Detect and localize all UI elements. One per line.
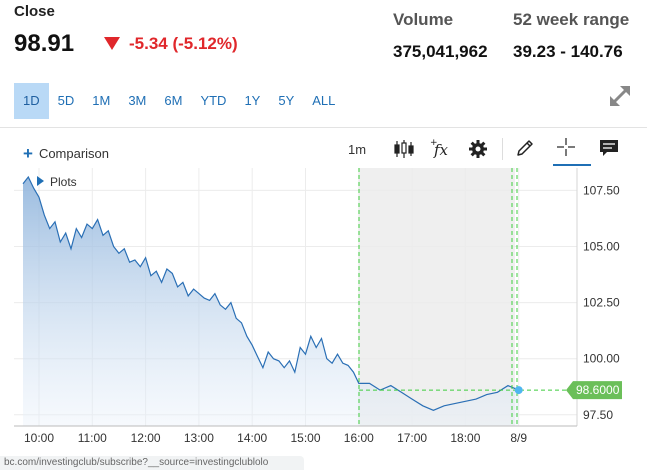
x-tick-label: 17:00 [397,431,427,445]
comparison-label: Comparison [38,146,110,161]
range-selector: 1D 5D 1M 3M 6M YTD 1Y 5Y ALL [14,83,344,119]
gear-icon[interactable] [467,138,489,160]
range-ytd[interactable]: YTD [200,93,227,108]
range-1m[interactable]: 1M [92,93,111,108]
range-6m[interactable]: 6M [164,93,183,108]
down-arrow-icon [104,37,120,50]
x-tick-label: 18:00 [450,431,480,445]
x-tick-label: 11:00 [78,431,107,445]
x-tick-label: 16:00 [344,431,374,445]
comment-icon[interactable] [598,137,620,159]
last-price: 98.91 [14,30,75,57]
volume-value: 375,041,962 [393,42,488,61]
x-tick-label: 8/9 [510,431,527,445]
divider [0,127,647,128]
range-value: 39.23 - 140.76 [513,42,623,61]
status-url: bc.com/investingclub/subscribe?__source=… [0,456,304,470]
y-tick-label: 105.00 [583,240,620,254]
plus-icon: + [23,144,33,163]
svg-text:fx: fx [433,141,449,158]
pencil-icon[interactable] [514,137,536,159]
y-axis-labels: 107.50 105.00 102.50 100.00 97.50 [583,183,620,421]
range-3m[interactable]: 3M [128,93,147,108]
range-5y[interactable]: 5Y [278,93,295,108]
y-tick-label: 100.00 [583,352,620,366]
x-axis-labels: 10:00 11:00 12:00 13:00 14:00 15:00 16:00 17:00… [24,431,527,445]
x-tick-label: 13:00 [184,431,214,445]
range-all[interactable]: ALL [312,93,336,108]
last-price-tag: 98.6000 [566,381,622,400]
y-tick-label: 102.50 [583,296,620,310]
plots-toggle[interactable]: Plots [37,175,77,189]
x-tick-label: 10:00 [24,431,54,445]
price-area [23,177,519,426]
last-price-dot [514,386,523,395]
y-tick-label: 107.50 [583,183,620,197]
y-tick-label: 97.50 [583,408,613,422]
x-tick-label: 14:00 [237,431,267,445]
close-label: Close [14,3,55,20]
comparison-button[interactable]: + Comparison [23,144,109,164]
expand-icon[interactable] [606,82,634,110]
after-hours-region [359,168,515,426]
crosshair-icon[interactable] [555,136,577,158]
x-tick-label: 12:00 [131,431,161,445]
plots-label: Plots [50,175,77,189]
volume-label: Volume [393,10,454,29]
range-label: 52 week range [513,10,630,29]
expand-triangle-icon [37,176,44,186]
range-1d[interactable]: 1D [14,83,49,119]
function-icon[interactable]: + fx [428,136,450,158]
last-price-tag-label: 98.6000 [576,383,620,397]
range-5d[interactable]: 5D [57,93,75,108]
range-1y[interactable]: 1Y [244,93,261,108]
toolbar-divider [502,138,503,160]
candlestick-icon[interactable] [393,138,415,160]
svg-text:+: + [430,138,438,148]
x-tick-label: 15:00 [290,431,320,445]
price-change-value: -5.34 (-5.12%) [129,34,238,53]
price-change: -5.34 (-5.12%) [104,34,238,54]
price-chart[interactable]: 107.50 105.00 102.50 100.00 97.50 10:00 11:00… [0,168,647,456]
active-tool-indicator [553,164,591,166]
interval-button[interactable]: 1m [348,142,367,157]
